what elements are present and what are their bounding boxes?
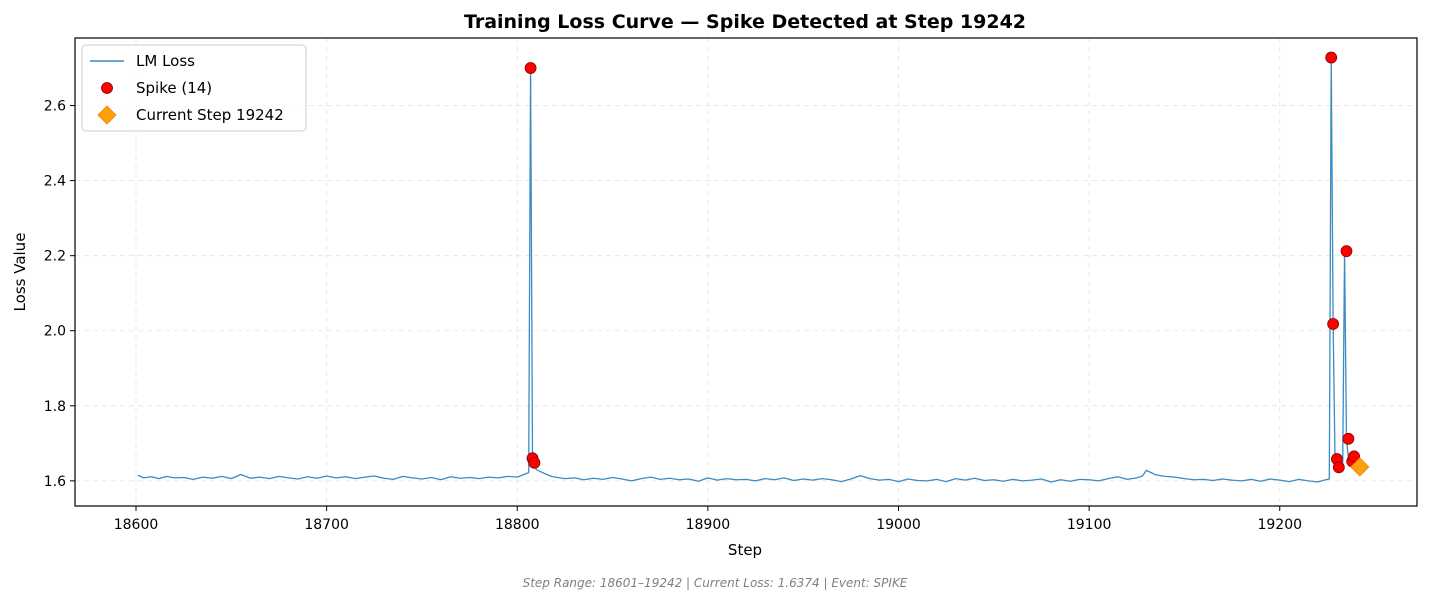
y-tick-label: 2.6	[44, 99, 66, 115]
axes-frame	[74, 37, 1418, 507]
footer-caption: Step Range: 18601–19242 | Current Loss: …	[523, 576, 908, 590]
spike-marker	[1325, 51, 1338, 64]
legend-diamond-swatch	[97, 105, 117, 125]
legend-dot-swatch	[101, 82, 113, 94]
spike-marker	[524, 62, 537, 74]
spike-marker	[1340, 245, 1353, 258]
spike-marker	[1342, 432, 1355, 445]
chart-title: Training Loss Curve — Spike Detected at …	[464, 11, 1026, 33]
y-tick-label: 2.2	[44, 249, 66, 265]
y-tick-label: 2.0	[44, 324, 66, 340]
legend: LM Loss Spike (14) Current Step 19242	[81, 44, 307, 132]
y-axis-label: Loss Value	[11, 233, 29, 312]
x-axis-label: Step	[728, 541, 762, 559]
y-tick-label: 2.4	[44, 174, 66, 190]
spike-marker	[528, 456, 541, 469]
x-tick-label: 18600	[114, 517, 159, 533]
x-tick-label: 19200	[1257, 517, 1302, 533]
legend-label-lm-loss: LM Loss	[136, 52, 195, 70]
series-line-lm-loss	[137, 56, 1361, 483]
current-step-marker	[1350, 457, 1370, 477]
x-tick-label: 18900	[686, 517, 731, 533]
legend-label-current-step: Current Step 19242	[136, 106, 284, 124]
spike-marker	[1332, 461, 1345, 474]
spike-marker	[1327, 318, 1340, 330]
x-tick-label: 18700	[304, 517, 349, 533]
y-tick-label: 1.8	[44, 399, 66, 415]
y-tick-label: 1.6	[44, 474, 66, 490]
legend-label-spike: Spike (14)	[136, 79, 212, 97]
grid	[75, 38, 1417, 506]
x-tick-label: 19100	[1067, 517, 1112, 533]
axis-ticks: 18600 18700 18800 18900 19000 19100 19200 1.6 1.…	[44, 99, 1302, 533]
spike-marker	[1348, 450, 1360, 463]
x-tick-label: 19000	[876, 517, 921, 533]
legend-box	[81, 44, 307, 132]
plot-area	[137, 51, 1370, 483]
x-tick-label: 18800	[495, 517, 540, 533]
